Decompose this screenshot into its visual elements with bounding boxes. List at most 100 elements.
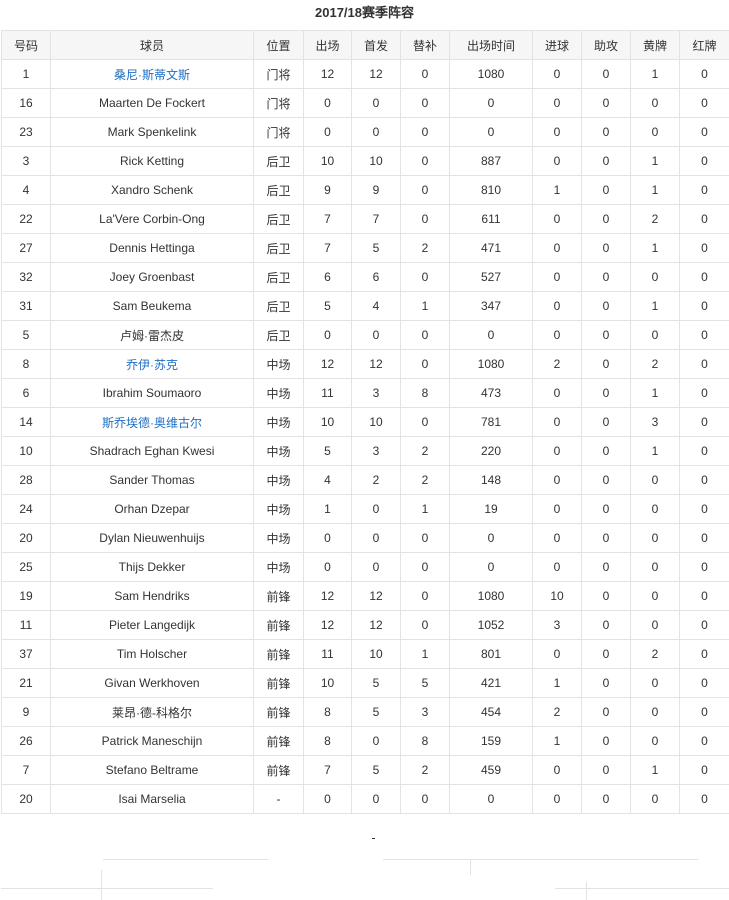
red-cards: 0 xyxy=(679,610,729,640)
minutes: 148 xyxy=(449,465,533,495)
assists: 0 xyxy=(581,262,631,292)
yellow-cards: 0 xyxy=(630,610,680,640)
minutes: 1080 xyxy=(449,59,533,89)
goals: 0 xyxy=(532,639,582,669)
subs: 0 xyxy=(400,88,450,118)
minutes: 347 xyxy=(449,291,533,321)
player-number: 19 xyxy=(1,581,51,611)
appearances: 0 xyxy=(303,320,352,350)
player-number: 23 xyxy=(1,117,51,147)
goals: 1 xyxy=(532,726,582,756)
goals: 0 xyxy=(532,378,582,408)
player-name: La'Vere Corbin-Ong xyxy=(50,204,254,234)
assists: 0 xyxy=(581,494,631,524)
subs: 2 xyxy=(400,755,450,785)
table-row: 26 Patrick Maneschijn 前锋 8 0 8 159 1 0 0 0 xyxy=(1,726,729,756)
minutes: 1080 xyxy=(449,581,533,611)
assists: 0 xyxy=(581,581,631,611)
goals: 0 xyxy=(532,755,582,785)
assists: 0 xyxy=(581,88,631,118)
yellow-cards: 1 xyxy=(630,378,680,408)
subs: 2 xyxy=(400,436,450,466)
player-name: Pieter Langedijk xyxy=(50,610,254,640)
red-cards: 0 xyxy=(679,146,729,176)
player-name: Thijs Dekker xyxy=(50,552,254,582)
divider xyxy=(555,888,729,889)
red-cards: 0 xyxy=(679,349,729,379)
player-name: Xandro Schenk xyxy=(50,175,254,205)
starts: 12 xyxy=(351,610,401,640)
table-row: 10 Shadrach Eghan Kwesi 中场 5 3 2 220 0 0 1 0 xyxy=(1,436,729,466)
subs: 0 xyxy=(400,407,450,437)
starts: 10 xyxy=(351,407,401,437)
subs: 8 xyxy=(400,726,450,756)
starts: 7 xyxy=(351,204,401,234)
player-number: 32 xyxy=(1,262,51,292)
subs: 0 xyxy=(400,552,450,582)
table-row: 5 卢姆·雷杰皮 后卫 0 0 0 0 0 0 0 0 xyxy=(1,320,729,350)
goals: 0 xyxy=(532,146,582,176)
red-cards: 0 xyxy=(679,262,729,292)
assists: 0 xyxy=(581,755,631,785)
player-position: 后卫 xyxy=(253,291,304,321)
player-name[interactable]: 桑尼·斯蒂文斯 xyxy=(50,59,254,89)
red-cards: 0 xyxy=(679,755,729,785)
table-row: 7 Stefano Beltrame 前锋 7 5 2 459 0 0 1 0 xyxy=(1,755,729,785)
player-position: 前锋 xyxy=(253,610,304,640)
player-position: 后卫 xyxy=(253,233,304,263)
goals: 0 xyxy=(532,117,582,147)
player-number: 27 xyxy=(1,233,51,263)
goals: 0 xyxy=(532,59,582,89)
player-position: 前锋 xyxy=(253,639,304,669)
minutes: 0 xyxy=(449,117,533,147)
red-cards: 0 xyxy=(679,436,729,466)
player-position: 中场 xyxy=(253,407,304,437)
player-name: 卢姆·雷杰皮 xyxy=(50,320,254,350)
squad-title: 2017/18赛季阵容 xyxy=(315,5,414,20)
assists: 0 xyxy=(581,378,631,408)
player-position: 中场 xyxy=(253,465,304,495)
starts: 5 xyxy=(351,697,401,727)
appearances: 8 xyxy=(303,726,352,756)
appearances: 0 xyxy=(303,552,352,582)
yellow-cards: 1 xyxy=(630,233,680,263)
player-number: 11 xyxy=(1,610,51,640)
player-number: 16 xyxy=(1,88,51,118)
goals: 1 xyxy=(532,668,582,698)
player-position: 门将 xyxy=(253,88,304,118)
yellow-cards: 0 xyxy=(630,784,680,814)
red-cards: 0 xyxy=(679,320,729,350)
appearances: 8 xyxy=(303,697,352,727)
subs: 0 xyxy=(400,175,450,205)
col-minutes: 出场时间 xyxy=(449,30,533,60)
assists: 0 xyxy=(581,668,631,698)
red-cards: 0 xyxy=(679,523,729,553)
appearances: 0 xyxy=(303,523,352,553)
player-position: 中场 xyxy=(253,378,304,408)
player-name: Stefano Beltrame xyxy=(50,755,254,785)
player-position: 前锋 xyxy=(253,726,304,756)
goals: 3 xyxy=(532,610,582,640)
starts: 3 xyxy=(351,378,401,408)
red-cards: 0 xyxy=(679,378,729,408)
player-name[interactable]: 乔伊·苏克 xyxy=(50,349,254,379)
yellow-cards: 0 xyxy=(630,88,680,118)
table-row: 9 莱昂·德-科格尔 前锋 8 5 3 454 2 0 0 0 xyxy=(1,697,729,727)
table-row: 22 La'Vere Corbin-Ong 后卫 7 7 0 611 0 0 2 0 xyxy=(1,204,729,234)
player-number: 4 xyxy=(1,175,51,205)
appearances: 10 xyxy=(303,407,352,437)
player-name[interactable]: 斯乔埃德·奥维古尔 xyxy=(50,407,254,437)
player-number: 3 xyxy=(1,146,51,176)
subs: 0 xyxy=(400,581,450,611)
goals: 2 xyxy=(532,697,582,727)
table-row: 6 Ibrahim Soumaoro 中场 11 3 8 473 0 0 1 0 xyxy=(1,378,729,408)
appearances: 12 xyxy=(303,59,352,89)
minutes: 220 xyxy=(449,436,533,466)
minutes: 810 xyxy=(449,175,533,205)
player-position: 门将 xyxy=(253,117,304,147)
yellow-cards: 0 xyxy=(630,262,680,292)
starts: 10 xyxy=(351,146,401,176)
table-row: 27 Dennis Hettinga 后卫 7 5 2 471 0 0 1 0 xyxy=(1,233,729,263)
yellow-cards: 2 xyxy=(630,639,680,669)
player-position: 前锋 xyxy=(253,581,304,611)
